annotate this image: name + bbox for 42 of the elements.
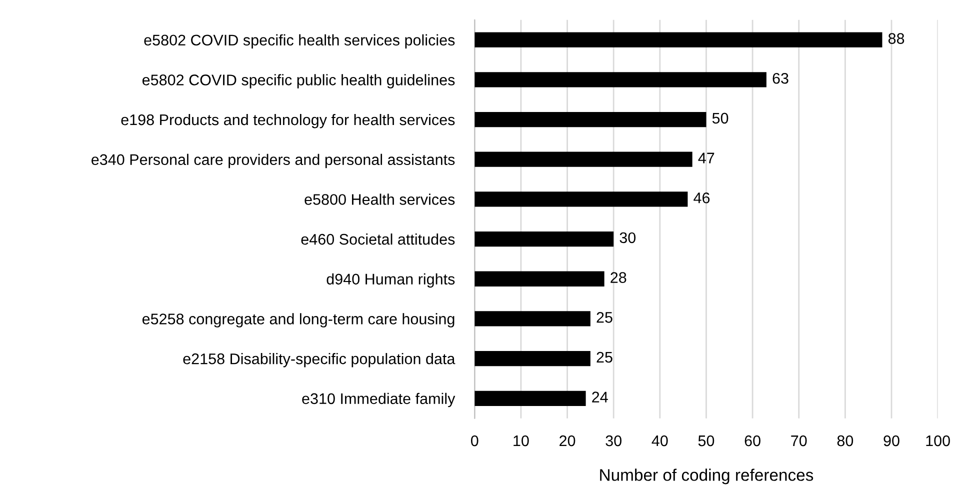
x-tick-label: 70 <box>791 435 807 446</box>
x-tick-label: 50 <box>698 435 714 446</box>
x-tick-label: 100 <box>926 435 950 446</box>
y-tick-label: d940 Human rights <box>326 273 455 288</box>
data-label: 47 <box>698 152 714 164</box>
y-tick-label: e198 Products and technology for health services <box>121 114 455 128</box>
y-tick-label: e2158 Disability-specific population data <box>183 353 456 368</box>
bar <box>474 152 692 167</box>
x-tick-label: 60 <box>744 435 760 446</box>
x-tick-label: 10 <box>514 435 529 446</box>
bar <box>474 350 590 366</box>
x-tick-label: 80 <box>837 435 854 446</box>
bar <box>474 72 766 88</box>
data-label: 46 <box>694 192 710 204</box>
y-tick-label: e5802 COVID specific public health guidelines <box>142 74 455 88</box>
y-tick-label: e340 Personal care providers and personal assistants <box>92 154 455 168</box>
y-tick-label: e5258 congregate and long-term care housing <box>142 313 454 328</box>
data-label: 24 <box>592 392 608 402</box>
data-label: 30 <box>620 232 636 244</box>
x-tick-label: 0 <box>470 435 478 446</box>
bar <box>474 390 586 406</box>
data-label: 50 <box>712 112 728 124</box>
y-tick-label: e5802 COVID specific health services policies <box>144 34 455 49</box>
x-tick-label: 30 <box>606 435 622 446</box>
bar <box>474 192 688 207</box>
x-tick-label: 90 <box>884 435 900 446</box>
bar <box>474 32 882 48</box>
y-tick-label: e5800 Health services <box>304 194 455 205</box>
bar <box>474 112 706 128</box>
data-label: 28 <box>610 272 626 283</box>
bar <box>474 271 604 286</box>
data-label: 25 <box>596 352 612 363</box>
x-tick-label: 20 <box>560 435 576 446</box>
x-axis-title: Number of coding references <box>600 468 814 484</box>
data-label: 25 <box>596 312 612 323</box>
bar <box>474 231 614 247</box>
data-label: 88 <box>888 33 904 44</box>
y-tick-label: e460 Societal attitudes <box>301 234 455 245</box>
data-label: 63 <box>772 72 788 84</box>
x-tick-label: 40 <box>652 435 668 446</box>
y-tick-label: e310 Immediate family <box>302 392 456 408</box>
bar <box>474 311 590 326</box>
